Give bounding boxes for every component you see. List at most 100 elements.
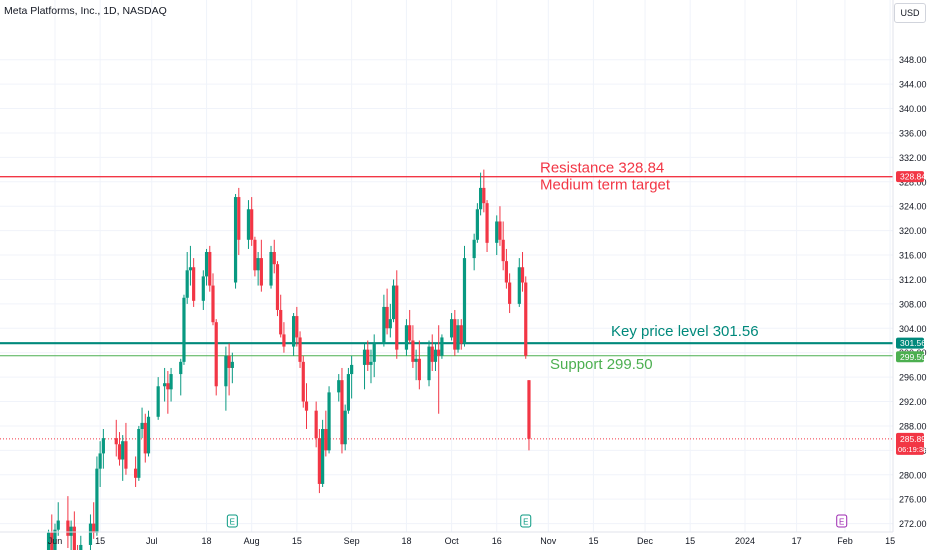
price-axis: 348.00 344.00 340.00 336.00 332.00 328.00 324.… — [899, 55, 927, 529]
price-tick-label: 304.00 — [899, 324, 927, 334]
candle-body — [440, 337, 444, 356]
candle-body — [117, 444, 122, 460]
candle-body — [340, 380, 344, 445]
time-tick-label: 17 — [792, 536, 802, 546]
candle-body — [214, 322, 218, 387]
candle-body — [475, 209, 479, 240]
time-tick-label: 18 — [401, 536, 411, 546]
candle-body — [88, 523, 93, 545]
time-tick-label: 15 — [95, 536, 105, 546]
candle-body — [327, 392, 331, 451]
candle-body — [192, 267, 196, 301]
candle-body — [101, 438, 105, 454]
candle-body — [143, 422, 147, 454]
candle-body — [208, 251, 212, 286]
candle-body — [498, 221, 502, 240]
candle-body — [163, 383, 167, 387]
time-tick-label: Jun — [48, 536, 63, 546]
candle-body — [227, 355, 231, 368]
price-tick-label: 336.00 — [899, 128, 927, 138]
price-tick-label: 320.00 — [899, 226, 927, 236]
earnings-marker-label: E — [839, 518, 844, 527]
key-level-price-tag: 301.56 — [900, 338, 926, 348]
candle-body — [524, 282, 528, 356]
time-tick-label: Dec — [637, 536, 654, 546]
candle-body — [430, 346, 434, 362]
candle-body — [449, 319, 454, 338]
time-tick-label: Feb — [837, 536, 853, 546]
candle-body — [185, 270, 189, 298]
earnings-marker-label: E — [230, 518, 235, 527]
candle-body — [372, 343, 376, 362]
price-tick-label: 316.00 — [899, 251, 927, 261]
support-price-tag-bg — [896, 351, 924, 363]
price-tick-label: 280.00 — [899, 470, 927, 480]
candle-body — [301, 361, 305, 402]
key-level-price-tag-bg — [896, 337, 924, 349]
candle-body — [520, 267, 525, 283]
candle-body — [272, 251, 276, 265]
grid-layer — [0, 0, 893, 532]
candle-body — [259, 258, 263, 286]
candle-body — [417, 358, 421, 381]
candle-body — [291, 316, 296, 347]
candle-body — [391, 285, 396, 320]
time-tick-label: 15 — [885, 536, 895, 546]
candle-body — [433, 349, 438, 362]
candle-body — [201, 276, 205, 301]
earnings-marker-label: E — [523, 518, 528, 527]
candle-body — [346, 374, 351, 411]
price-tick-label: 332.00 — [899, 153, 927, 163]
price-tick-label: 328.00 — [899, 177, 927, 187]
time-tick-label: Nov — [540, 536, 557, 546]
candle-body — [256, 258, 260, 271]
chart-title: Meta Platforms, Inc., 1D, NASDAQ — [4, 5, 167, 17]
candle-body — [79, 544, 83, 550]
price-tick-label: 292.00 — [899, 397, 927, 407]
candle-body — [408, 325, 412, 341]
candle-body — [304, 401, 309, 411]
time-axis: Jun 15 Jul 18 Aug 15 Sep 18 Oct 16 Nov 15 Dec 15 2024 1… — [48, 536, 895, 546]
candle-body — [279, 309, 283, 335]
candle-body — [504, 261, 509, 283]
time-tick-label: Oct — [445, 536, 460, 546]
candle-body — [269, 251, 273, 286]
resistance-price-tag-bg — [896, 171, 924, 183]
candle-body — [66, 520, 70, 536]
candle-body — [237, 197, 241, 240]
candle-body — [388, 319, 392, 329]
price-tick-label: 348.00 — [899, 55, 927, 65]
candle-body — [124, 441, 128, 469]
candle-body — [459, 325, 463, 344]
candle-body — [369, 361, 373, 365]
candle-body — [527, 380, 531, 439]
last-price-tag: 285.89 — [900, 434, 926, 444]
candle-body — [250, 209, 254, 240]
candle-body — [395, 285, 399, 350]
candle-body — [324, 428, 328, 451]
candle-body — [72, 526, 76, 550]
candle-body — [508, 282, 512, 304]
candle-body — [146, 416, 151, 454]
resistance-annotation: Resistance 328.84 — [540, 160, 664, 177]
countdown-tag: 06:19:38 — [898, 445, 927, 454]
candle-body — [495, 221, 499, 243]
candle-body — [366, 349, 370, 365]
candle-body — [230, 361, 234, 368]
price-tick-label: 296.00 — [899, 373, 927, 383]
currency-button[interactable]: USD — [894, 3, 926, 23]
candle-body — [362, 349, 367, 365]
price-tick-label: 276.00 — [899, 495, 927, 505]
candle-body — [482, 187, 486, 204]
candle-body — [501, 239, 505, 262]
target-annotation: Medium term target — [540, 177, 671, 194]
candle-body — [517, 267, 521, 304]
candle-body — [179, 361, 183, 375]
candle-body — [253, 239, 257, 271]
candle-body — [282, 334, 286, 347]
candle-body — [479, 187, 483, 210]
